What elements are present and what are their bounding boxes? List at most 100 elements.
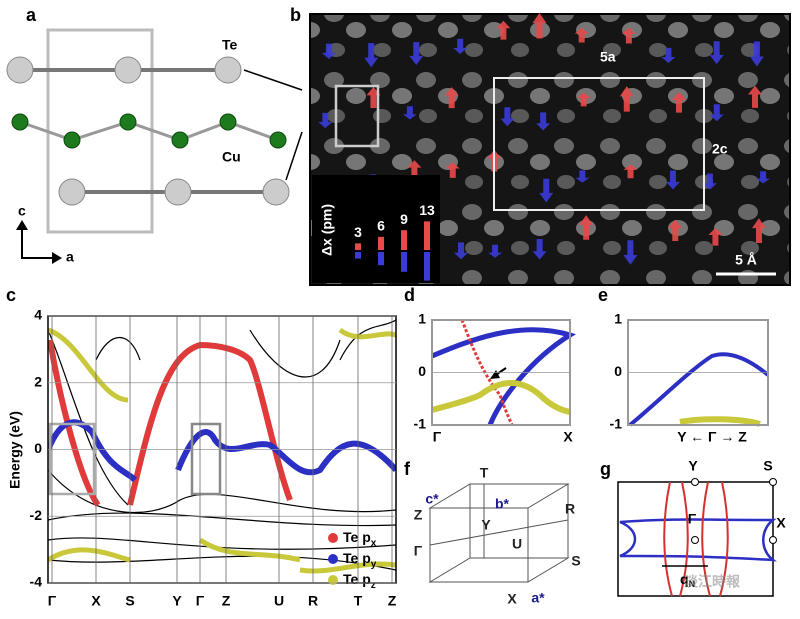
k-point: X [776,515,786,531]
k-point: U [512,536,522,552]
box [334,84,380,148]
legend-arrow-up [378,236,384,250]
k-point: S [763,458,772,474]
arrow [402,106,417,120]
legend-arrow-up [401,230,407,250]
y-tick-label: -2 [30,507,43,523]
arrow [407,160,422,179]
y-tick-label: 1 [418,311,426,327]
arrow [532,12,547,39]
axis-label: a [66,249,74,265]
arrow [619,86,634,112]
legend-arrow-up [355,243,361,250]
watermark: 淡江時報 [684,574,741,590]
atom-label: Te [222,37,238,53]
legend-subscript: z [371,580,376,591]
arrow [579,215,594,240]
atom-label: Cu [222,149,241,165]
k-label: X [91,593,101,609]
legend-marker [328,575,338,585]
y-tick-label: 4 [34,307,42,323]
annotation: 5a [600,49,616,65]
arrow [318,112,333,129]
arrow [751,218,766,244]
arrow [671,91,686,113]
k-point: S [571,553,580,569]
arrow [748,85,763,108]
legend-entry: Te px [343,529,377,549]
legend-value: 9 [400,211,408,227]
legend-text: Te p [343,550,371,566]
k-point: a* [531,590,545,606]
k-label: X [563,429,573,445]
k-label: Γ [433,429,442,445]
band-structure [48,319,396,574]
arrow [444,87,459,109]
legend-value: 6 [377,218,385,234]
axis-label: c [18,203,26,219]
legend-subscript: y [371,559,377,570]
arrow [454,242,469,260]
arrow [532,239,547,260]
crystal-structure [6,56,303,264]
y-tick-label: 1 [614,311,622,327]
k-label: Γ [48,593,57,609]
fermi-surface [619,481,777,597]
arrow [668,219,683,241]
arrow [409,42,424,66]
arrow [488,244,503,258]
legend-arrow-down [401,252,407,272]
arrow [576,92,591,107]
k-label: S [125,593,134,609]
box [48,422,96,496]
y-tick-label: 0 [614,363,622,379]
box [493,77,705,211]
panel-label: a [26,5,37,25]
arrow [709,104,724,122]
k-label: Z [222,593,231,609]
arrow [708,227,723,246]
y-tick-label: -4 [30,574,43,590]
legend-arrow-down [355,252,361,259]
arrow [623,240,638,265]
k-point: Γ [414,543,423,559]
vector-text: q [680,571,689,587]
k-label: Y ← Γ → Z [677,429,747,445]
k-point: Y [481,517,491,533]
arrow [321,43,336,60]
arrow [536,112,551,131]
k-label: Γ [196,593,205,609]
annotation: 2c [712,141,728,157]
scale-label: 5 Å [735,252,757,268]
k-label: R [308,593,318,609]
legend-text: Te p [343,529,371,545]
k-point: b* [495,496,510,512]
k-label: Y [172,593,182,609]
legend-box [312,175,440,283]
arrow [539,178,554,203]
legend-marker [328,533,338,543]
k-point-marker [691,536,699,544]
band-structure [628,352,770,427]
legend-arrow-up [424,221,430,250]
k-point: c* [425,491,439,507]
arrow [756,171,771,184]
box [190,422,222,496]
axis-title: Energy (eV) [7,411,23,489]
k-label: Z [388,593,397,609]
panel-label: e [598,285,608,305]
k-point: T [480,465,489,481]
vector-subscript: N [689,579,696,589]
arrow [665,170,680,190]
legend-subscript: x [371,538,377,549]
arrow [661,47,676,64]
arrow [621,27,636,44]
arrow [445,162,460,178]
arrow [453,38,468,55]
vector-label: qN [680,571,695,590]
y-tick-label: -1 [610,416,623,432]
panel-label: c [6,285,16,305]
arrow [574,27,589,43]
brillouin-zone [428,483,570,583]
